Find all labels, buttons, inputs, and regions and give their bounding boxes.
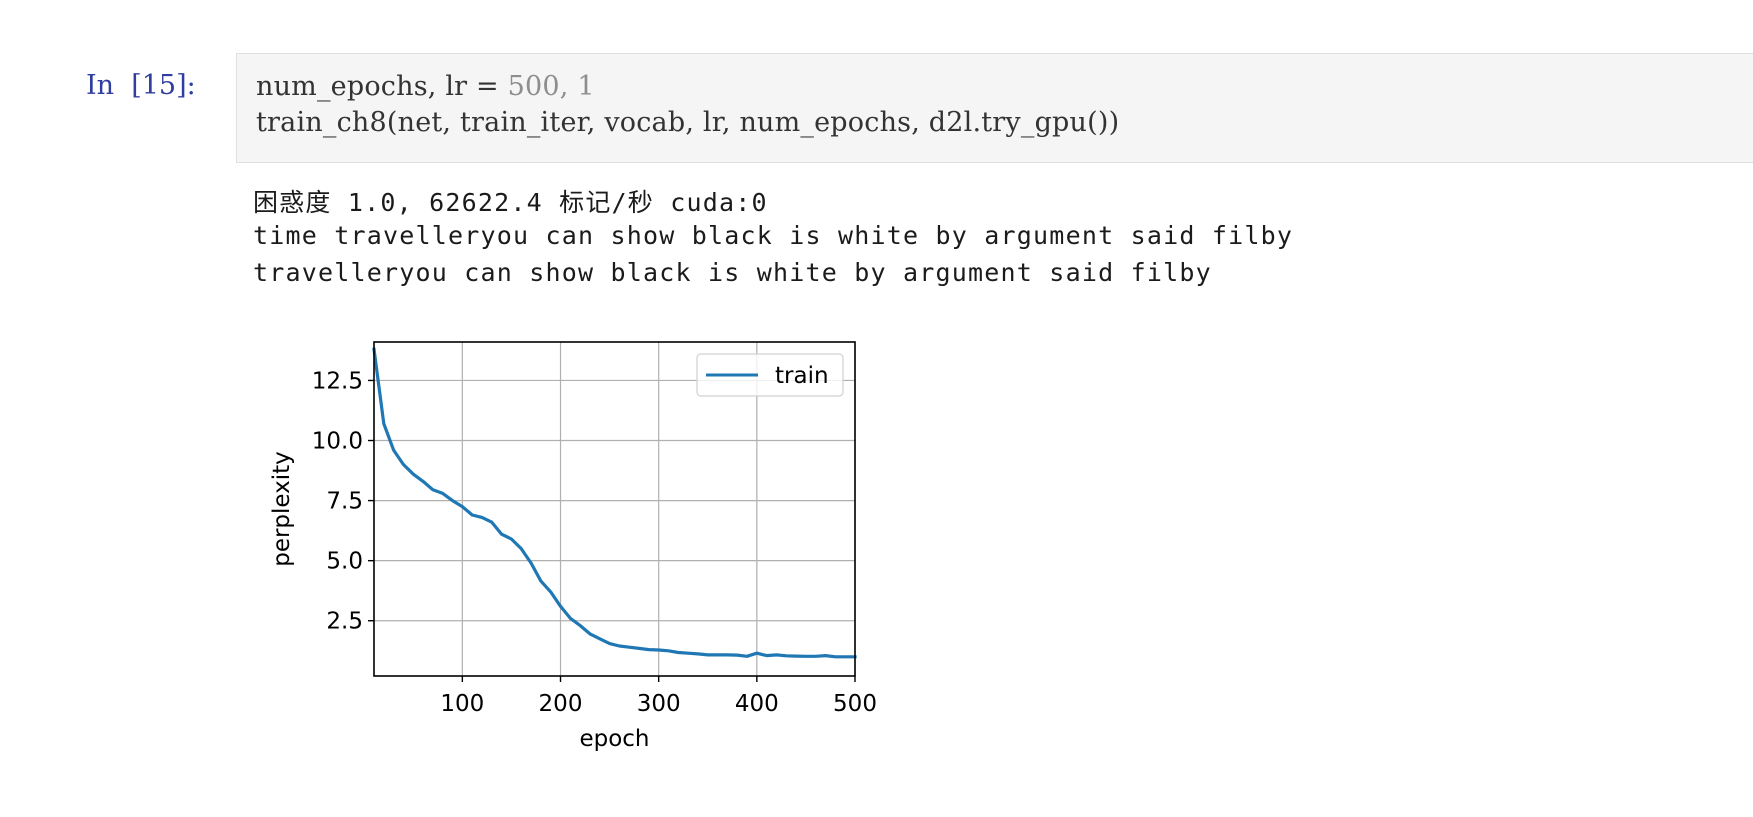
axes-frame: [373, 341, 856, 677]
code-text: num_epochs, lr =: [256, 71, 508, 102]
x-tick-label: 400: [735, 691, 779, 717]
legend-box: [696, 353, 844, 397]
output-line-prediction-1: time travelleryou can show black is whit…: [253, 221, 1294, 250]
x-tick-label: 300: [637, 691, 681, 717]
y-axis-label: perplexity: [269, 451, 295, 567]
series-line-train: [372, 347, 857, 659]
code-line-1: num_epochs, lr = 500, 1: [256, 71, 595, 102]
y-tick-label: 7.5: [326, 489, 363, 515]
y-tick-label: 5.0: [326, 549, 363, 575]
cell-prompt: In [15]:: [86, 70, 196, 101]
y-tick-label: 12.5: [312, 368, 363, 394]
series-layer: [372, 347, 857, 659]
x-axis-label: epoch: [579, 726, 649, 752]
y-tick-label: 10.0: [312, 429, 363, 455]
ticks: 100 200 300 400 500 2.5 5.0 7.5 10.0 12.5: [312, 368, 877, 717]
code-line-2: train_ch8(net, train_iter, vocab, lr, nu…: [256, 107, 1119, 138]
x-tick-label: 200: [539, 691, 583, 717]
output-line-prediction-2: travelleryou can show black is white by …: [253, 258, 1212, 287]
grid-lines: [374, 342, 856, 676]
code-cell-input[interactable]: num_epochs, lr = 500, 1 train_ch8(net, t…: [236, 53, 1753, 163]
output-line-perplexity: 困惑度 1.0, 62622.4 标记/秒 cuda:0: [253, 188, 768, 217]
y-tick-label: 2.5: [326, 609, 363, 635]
code-number-literal: 500, 1: [507, 71, 595, 102]
x-tick-label: 500: [833, 691, 877, 717]
legend-label-train: train: [775, 363, 829, 389]
x-tick-label: 100: [440, 691, 484, 717]
code-text: train_ch8(net, train_iter, vocab, lr, nu…: [256, 107, 1120, 138]
legend: train: [696, 353, 844, 397]
